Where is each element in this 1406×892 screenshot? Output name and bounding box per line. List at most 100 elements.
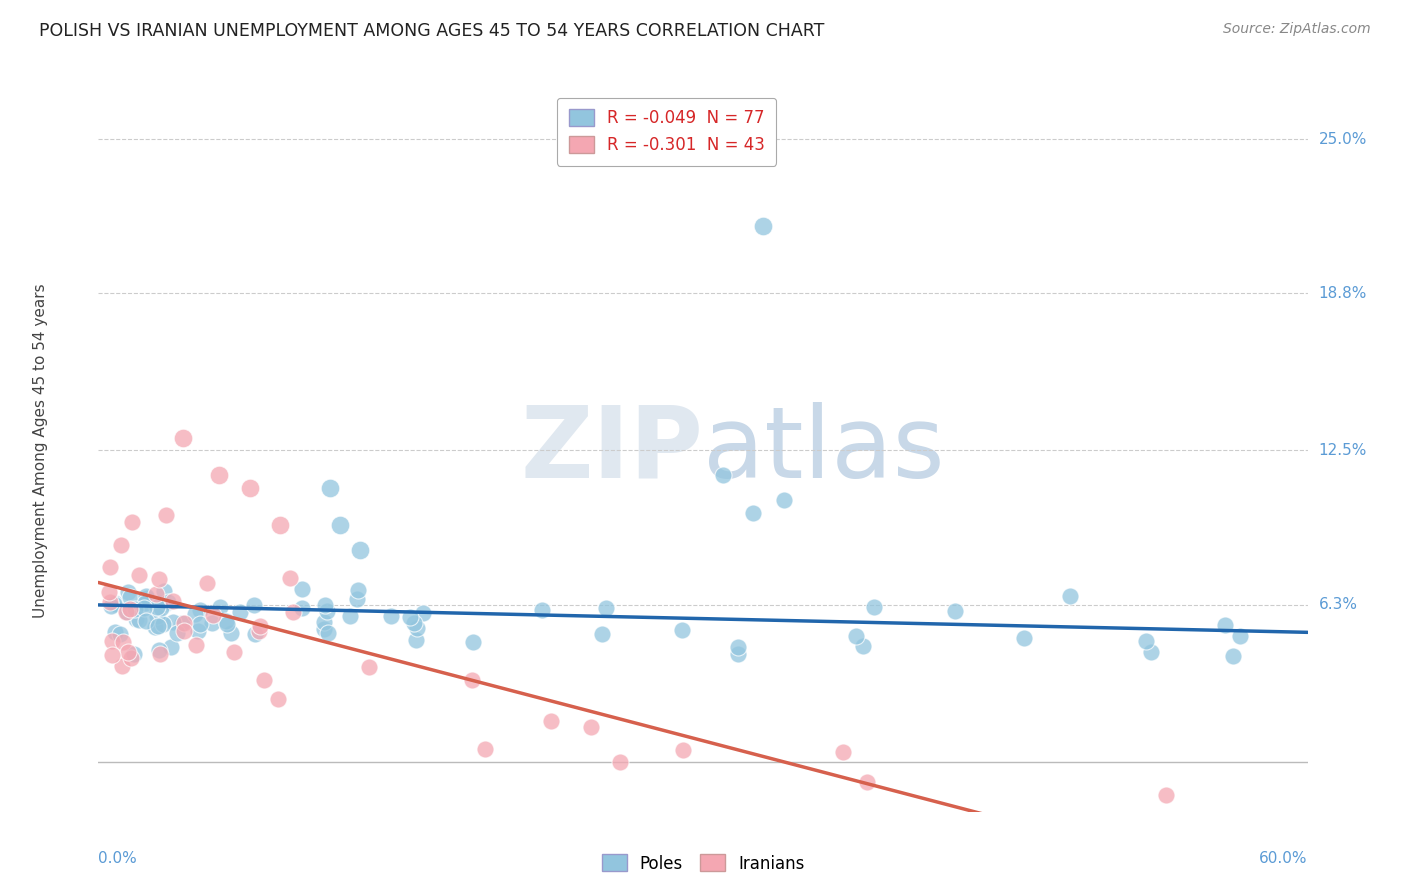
Point — [148, 642, 170, 657]
Point — [1135, 634, 1157, 648]
Point — [121, 515, 143, 529]
Point — [115, 605, 138, 619]
Point — [188, 602, 211, 616]
Point — [672, 743, 695, 757]
Point — [149, 601, 172, 615]
Point — [132, 600, 155, 615]
Point — [184, 638, 207, 652]
Point — [727, 647, 749, 661]
Point — [591, 627, 613, 641]
Text: ZIP: ZIP — [520, 402, 703, 499]
Point — [1213, 618, 1236, 632]
Point — [1140, 645, 1163, 659]
Point — [229, 605, 252, 619]
Point — [291, 582, 314, 596]
Point — [143, 620, 166, 634]
Point — [239, 481, 262, 495]
Point — [187, 624, 209, 639]
Point — [540, 714, 562, 729]
Point — [172, 615, 194, 630]
Point — [316, 625, 339, 640]
Point — [98, 594, 121, 608]
Point — [98, 560, 121, 574]
Text: 18.8%: 18.8% — [1319, 286, 1367, 301]
Point — [146, 599, 169, 614]
Point — [405, 633, 427, 648]
Point — [595, 601, 617, 615]
Point — [398, 609, 420, 624]
Point — [112, 635, 135, 649]
Point — [405, 621, 427, 635]
Point — [124, 602, 146, 616]
Point — [215, 614, 238, 628]
Point — [148, 572, 170, 586]
Point — [380, 609, 402, 624]
Point — [943, 604, 966, 618]
Point — [1014, 632, 1036, 646]
Point — [146, 618, 169, 632]
Text: 0.0%: 0.0% — [98, 851, 138, 865]
Text: POLISH VS IRANIAN UNEMPLOYMENT AMONG AGES 45 TO 54 YEARS CORRELATION CHART: POLISH VS IRANIAN UNEMPLOYMENT AMONG AGE… — [39, 22, 825, 40]
Text: Unemployment Among Ages 45 to 54 years: Unemployment Among Ages 45 to 54 years — [32, 283, 48, 618]
Point — [125, 612, 148, 626]
Point — [173, 624, 195, 638]
Point — [359, 660, 381, 674]
Point — [135, 590, 157, 604]
Point — [314, 622, 336, 636]
Legend: Poles, Iranians: Poles, Iranians — [595, 847, 811, 880]
Point — [149, 647, 172, 661]
Point — [98, 585, 121, 599]
Point — [609, 755, 631, 769]
Point — [122, 647, 145, 661]
Point — [474, 742, 496, 756]
Point — [329, 518, 352, 533]
Point — [219, 626, 242, 640]
Point — [319, 481, 342, 495]
Point — [1059, 589, 1081, 603]
Point — [463, 635, 485, 649]
Point — [146, 608, 169, 623]
Point — [772, 493, 794, 508]
Point — [111, 658, 134, 673]
Point — [267, 691, 290, 706]
Point — [224, 645, 246, 659]
Point — [155, 508, 177, 522]
Point — [195, 575, 218, 590]
Point — [346, 591, 368, 606]
Point — [252, 673, 274, 688]
Point — [242, 598, 264, 612]
Point — [128, 568, 150, 582]
Point — [110, 538, 132, 552]
Text: atlas: atlas — [703, 402, 945, 499]
Point — [312, 615, 335, 629]
Point — [531, 602, 554, 616]
Point — [208, 468, 231, 483]
Point — [118, 602, 141, 616]
Point — [314, 598, 336, 612]
Point — [134, 596, 156, 610]
Point — [162, 594, 184, 608]
Point — [201, 615, 224, 630]
Point — [278, 571, 301, 585]
Point — [269, 518, 291, 533]
Point — [104, 625, 127, 640]
Point — [152, 617, 174, 632]
Point — [145, 587, 167, 601]
Point — [157, 595, 180, 609]
Point — [153, 584, 176, 599]
Point — [349, 543, 371, 558]
Point — [1222, 649, 1244, 664]
Text: 25.0%: 25.0% — [1319, 131, 1367, 146]
Point — [188, 617, 211, 632]
Point — [117, 645, 139, 659]
Point — [249, 619, 271, 633]
Point — [103, 596, 125, 610]
Point — [671, 624, 693, 638]
Point — [120, 651, 142, 665]
Point — [153, 597, 176, 611]
Point — [201, 608, 224, 623]
Point — [346, 583, 368, 598]
Point — [103, 597, 125, 611]
Point — [184, 607, 207, 622]
Point — [136, 591, 159, 605]
